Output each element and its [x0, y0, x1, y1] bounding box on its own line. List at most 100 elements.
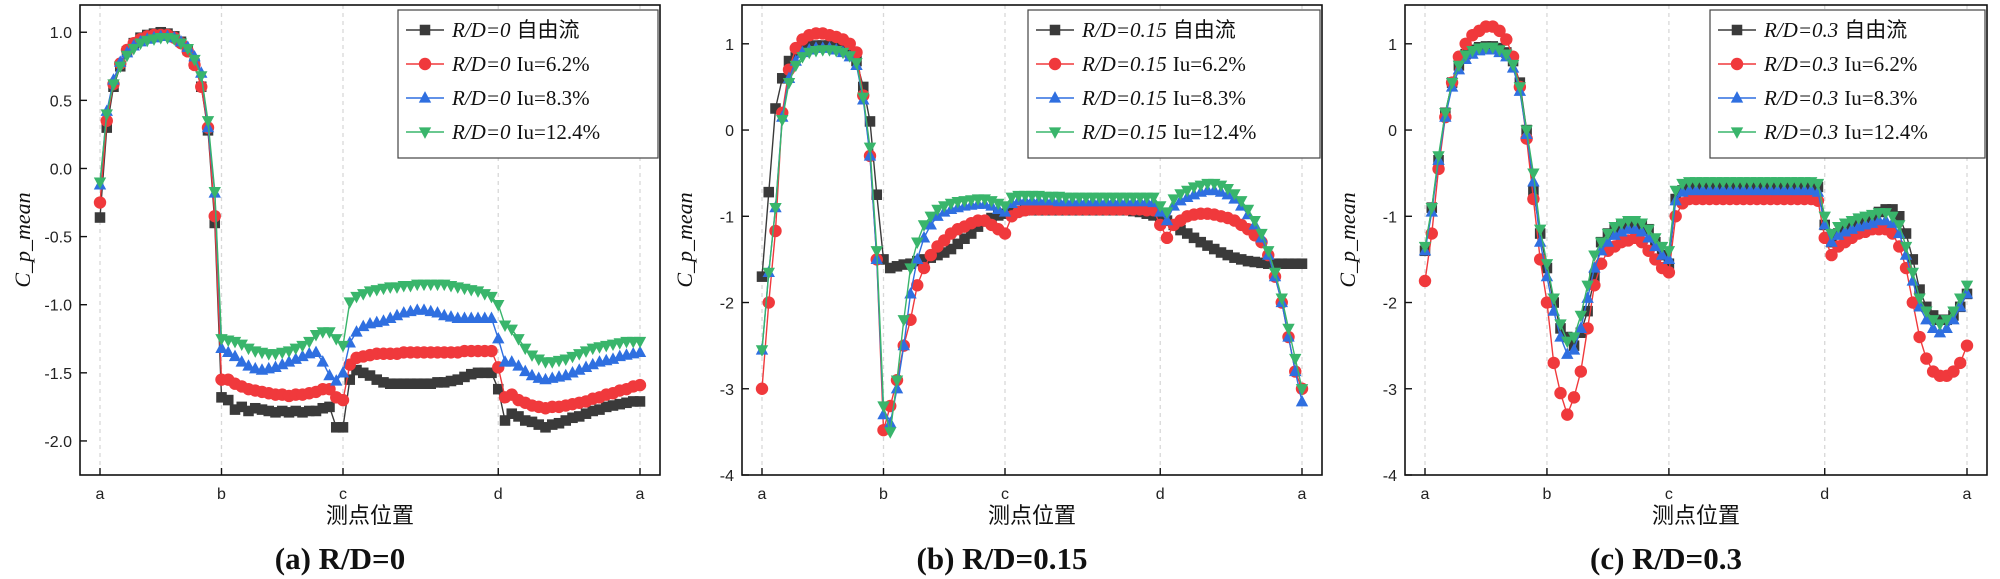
- data-point: [235, 339, 248, 352]
- data-point: [1581, 280, 1594, 293]
- legend-rd: R/D=0.15: [1081, 120, 1167, 144]
- data-point: [938, 247, 950, 258]
- data-point: [633, 345, 647, 358]
- data-point: [512, 334, 525, 346]
- legend-marker: [1730, 91, 1744, 103]
- data-point: [782, 63, 796, 76]
- legend-label: R/D=0 Iu=12.4%: [451, 120, 600, 144]
- data-point: [1195, 236, 1207, 248]
- data-point: [1540, 259, 1554, 271]
- data-point: [1296, 258, 1308, 269]
- panel-caption: (c) R/D=0.3: [1590, 541, 1742, 576]
- legend-label: R/D=0.15 Iu=12.4%: [1081, 120, 1256, 144]
- data-point: [1255, 228, 1268, 241]
- data-point: [344, 374, 356, 385]
- data-point: [783, 55, 795, 67]
- data-point: [1154, 201, 1167, 213]
- data-point: [303, 336, 316, 349]
- data-point: [1222, 249, 1234, 261]
- data-point: [1493, 24, 1506, 38]
- data-point: [1574, 310, 1588, 323]
- plot-frame: [79, 4, 661, 476]
- data-point: [917, 261, 931, 275]
- series-2: [93, 29, 647, 386]
- legend-label: R/D=0.15 Iu=6.2%: [1081, 52, 1246, 76]
- data-point: [431, 306, 444, 318]
- data-point: [870, 246, 883, 258]
- legend-cond: Iu=8.3%: [1173, 86, 1246, 110]
- data-point: [1940, 315, 1953, 327]
- data-point: [1567, 343, 1581, 355]
- data-point: [208, 209, 221, 223]
- data-point: [519, 364, 532, 377]
- data-point: [769, 203, 782, 215]
- data-point: [998, 201, 1012, 213]
- data-point: [1818, 211, 1831, 224]
- data-point: [1276, 258, 1288, 269]
- data-point: [1282, 323, 1295, 336]
- data-point: [1154, 212, 1166, 224]
- data-point: [93, 177, 107, 189]
- data-point: [1181, 185, 1194, 198]
- data-point: [621, 397, 632, 409]
- legend-marker: [1048, 127, 1062, 139]
- data-point: [1452, 60, 1466, 73]
- data-point: [1947, 312, 1960, 325]
- y-tick-label: 0: [1388, 123, 1397, 140]
- data-point: [357, 289, 370, 301]
- data-point: [168, 34, 181, 46]
- data-point: [222, 394, 234, 406]
- data-point: [330, 422, 342, 433]
- plot-frame: [1404, 4, 1988, 476]
- data-point: [1215, 247, 1227, 258]
- data-point: [533, 419, 545, 430]
- data-point: [249, 402, 261, 414]
- data-point: [1947, 306, 1960, 318]
- data-point: [1947, 365, 1960, 378]
- data-point: [1655, 248, 1669, 260]
- x-tick-label: b: [879, 486, 888, 503]
- data-point: [1913, 330, 1926, 344]
- data-point: [330, 334, 343, 346]
- legend-rd: R/D=0: [451, 52, 511, 76]
- data-point: [107, 79, 120, 91]
- data-point: [911, 237, 924, 249]
- data-point: [932, 249, 943, 261]
- data-point: [1289, 258, 1301, 269]
- data-point: [1160, 231, 1174, 245]
- data-point: [776, 73, 788, 84]
- data-point: [1520, 125, 1533, 137]
- data-point: [492, 383, 504, 395]
- legend-label: R/D=0.3 Iu=6.2%: [1763, 52, 1917, 76]
- data-point: [1940, 321, 1953, 334]
- data-point: [857, 92, 870, 105]
- y-tick-label: -3: [720, 382, 734, 399]
- data-point: [256, 404, 268, 415]
- data-point: [512, 359, 525, 371]
- legend-label: R/D=0.3 自由流: [1763, 18, 1907, 42]
- data-point: [1418, 241, 1432, 254]
- legend-marker: [418, 91, 432, 103]
- data-point: [411, 378, 423, 389]
- legend-label: R/D=0.15 自由流: [1081, 18, 1236, 42]
- data-point: [763, 186, 775, 198]
- data-point: [1554, 386, 1567, 400]
- data-point: [1295, 384, 1309, 396]
- data-point: [222, 345, 235, 358]
- legend-cond: Iu=12.4%: [517, 120, 601, 144]
- legend-rd: R/D=0.15: [1081, 52, 1167, 76]
- data-point: [323, 368, 336, 381]
- data-point: [1513, 82, 1527, 94]
- data-point: [378, 377, 389, 388]
- y-tick-label: -4: [720, 468, 734, 485]
- data-point: [1628, 222, 1642, 234]
- data-point: [1459, 50, 1472, 62]
- data-point: [1269, 258, 1281, 269]
- legend-marker: [1730, 127, 1744, 139]
- data-point: [364, 370, 376, 381]
- data-point: [371, 374, 383, 385]
- data-point: [1432, 162, 1445, 176]
